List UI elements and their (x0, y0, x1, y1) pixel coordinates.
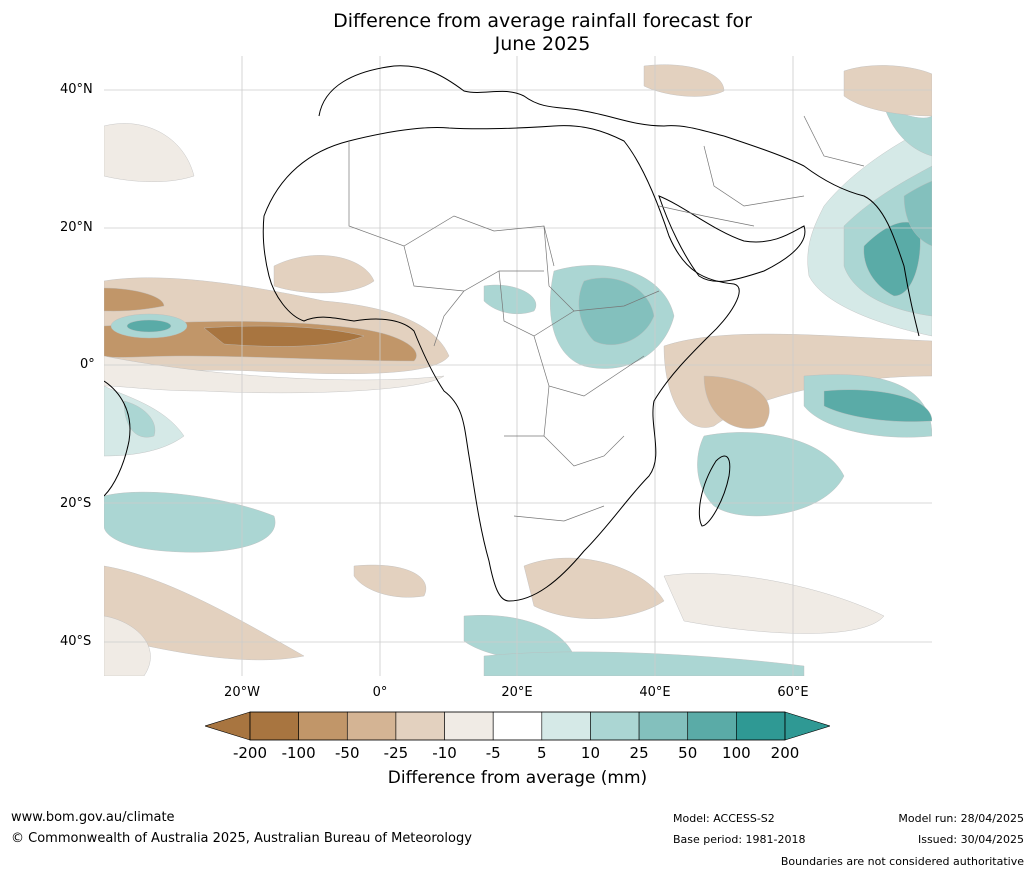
colorbar-tick-label: -25 (383, 744, 409, 762)
map-title: Difference from average rainfall forecas… (0, 10, 1035, 56)
colorbar-swatch (638, 711, 689, 741)
rainfall-anomaly-map (104, 56, 932, 676)
colorbar-tick-label: -50 (335, 744, 360, 762)
anomaly-fill (104, 64, 932, 676)
colorbar-tick-label: 50 (678, 744, 698, 762)
colorbar-tick-label: 100 (722, 744, 751, 762)
footer-copyright: © Commonwealth of Australia 2025, Austra… (11, 831, 472, 846)
footer-issued: Issued: 30/04/2025 (917, 833, 1024, 846)
lat-label-20n: 20°N (60, 220, 93, 235)
lat-label-20s: 20°S (60, 496, 92, 511)
colorbar-swatch (346, 711, 397, 741)
colorbar-swatch (444, 711, 494, 741)
colorbar-tick-label: -5 (485, 744, 501, 762)
lon-label-20e: 20°E (501, 685, 533, 700)
lat-label-eq: 0° (80, 357, 95, 372)
colorbar-swatch (541, 711, 591, 741)
colorbar-swatch (249, 711, 299, 741)
colorbar-tick-label: 5 (537, 744, 547, 762)
title-line-1: Difference from average rainfall forecas… (333, 10, 752, 32)
colorbar-swatch (298, 711, 348, 741)
lon-label-40e: 40°E (639, 685, 671, 700)
footer-model: Model: ACCESS-S2 (673, 812, 775, 825)
footer-website[interactable]: www.bom.gov.au/climate (11, 810, 175, 825)
title-line-2: June 2025 (494, 33, 591, 55)
graticule (104, 56, 932, 676)
colorbar-tick-label: 200 (770, 744, 800, 762)
colorbar-title: Difference from average (mm) (387, 768, 648, 788)
colorbar-swatch (492, 711, 543, 741)
colorbar-under-arrow (203, 711, 251, 741)
lat-label-40s: 40°S (60, 634, 92, 649)
colorbar-graphic (203, 711, 832, 741)
footer-disclaimer: Boundaries are not considered authoritat… (780, 855, 1024, 868)
lon-label-60e: 60°E (777, 685, 809, 700)
footer-base-period: Base period: 1981-2018 (673, 833, 806, 846)
colorbar-swatch (590, 711, 640, 741)
colorbar-tick-label: -10 (432, 744, 457, 762)
footer-model-run: Model run: 28/04/2025 (898, 812, 1024, 825)
colorbar-tick-label: -100 (281, 744, 316, 762)
country-borders (348, 115, 865, 522)
colorbar-swatch (687, 711, 737, 741)
lon-label-0: 0° (372, 685, 388, 700)
lon-label-20w: 20°W (224, 685, 260, 700)
colorbar-over-arrow (784, 711, 832, 741)
colorbar-tick-label: 10 (580, 744, 600, 762)
lat-label-40n: 40°N (60, 82, 93, 97)
colorbar-tick-label: -200 (232, 744, 268, 762)
colorbar-swatch (395, 711, 445, 741)
colorbar (203, 710, 832, 748)
colorbar-tick-label: 25 (629, 744, 649, 762)
coastlines (104, 65, 920, 602)
colorbar-swatch (736, 711, 786, 741)
map-canvas (104, 56, 932, 676)
